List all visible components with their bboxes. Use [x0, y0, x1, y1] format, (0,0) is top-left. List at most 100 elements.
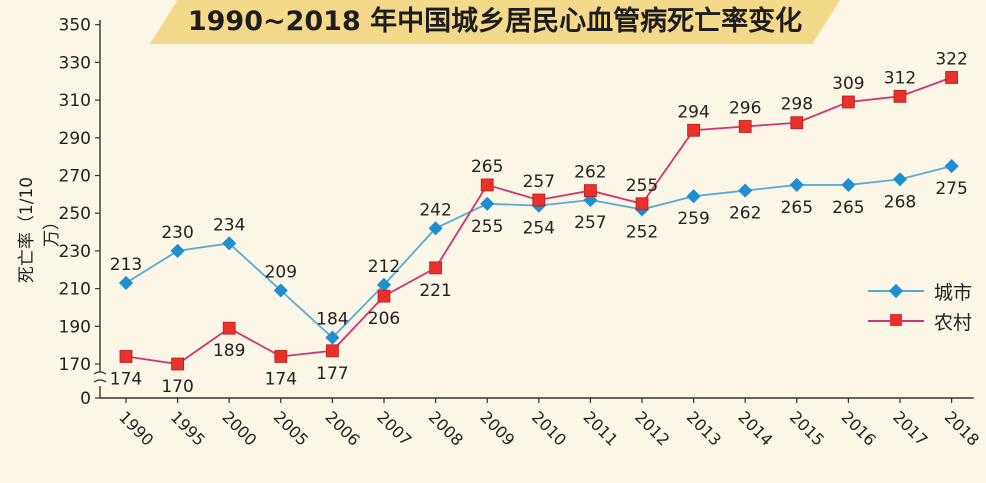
x-tick-label: 2009 [476, 407, 518, 449]
data-label: 296 [729, 98, 761, 118]
data-label: 294 [677, 102, 709, 122]
x-tick-label: 2006 [322, 407, 364, 449]
data-point-diamond [325, 330, 340, 345]
y-tick-label: 210 [59, 280, 91, 300]
x-tick-label: 2007 [373, 407, 415, 449]
legend-label-urban: 城市 [934, 282, 973, 304]
data-label: 255 [626, 176, 658, 196]
data-label: 275 [935, 179, 967, 199]
y-tick-label: 0 [80, 389, 91, 409]
x-tick-label: 2013 [683, 407, 725, 449]
data-point-diamond [376, 277, 392, 292]
data-label: 312 [884, 68, 916, 88]
data-label: 234 [213, 215, 245, 235]
data-point-diamond [789, 177, 804, 192]
x-tick-label: 2016 [838, 407, 880, 449]
data-point-square [790, 116, 804, 130]
legend-item-rural: 农村 [868, 308, 986, 338]
data-point-diamond [118, 275, 134, 291]
x-tick-label: 2018 [941, 407, 983, 449]
data-point-square [429, 261, 443, 275]
legend-label-rural: 农村 [934, 312, 973, 334]
data-point-diamond [892, 172, 908, 187]
data-label: 213 [110, 255, 142, 275]
data-point-diamond [738, 183, 753, 198]
data-point-diamond [841, 177, 856, 192]
data-point-diamond [428, 221, 443, 236]
y-axis-break-icon [93, 371, 107, 383]
data-label: 259 [677, 209, 709, 229]
y-tick-label: 250 [59, 204, 91, 224]
data-point-square [738, 120, 752, 133]
chart-title: 1990~2018 年中国城乡居民心血管病死亡率变化 [187, 6, 803, 37]
x-tick-label: 2005 [270, 407, 312, 449]
legend: 城市 农村 [868, 278, 986, 338]
data-label: 184 [316, 310, 348, 330]
data-label: 254 [523, 219, 555, 239]
data-label: 262 [574, 163, 606, 183]
data-label: 242 [419, 200, 451, 220]
data-point-diamond [944, 159, 959, 174]
data-point-square [119, 350, 133, 363]
data-label: 268 [884, 192, 916, 212]
data-point-diamond [480, 196, 495, 211]
data-point-diamond [222, 236, 237, 251]
data-point-square [222, 321, 236, 335]
data-label: 170 [161, 377, 193, 397]
y-tick-label: 350 [59, 16, 91, 36]
x-tick-label: 2010 [528, 407, 570, 449]
data-label: 265 [832, 198, 864, 218]
x-tick-label: 2000 [218, 407, 260, 449]
data-label: 252 [626, 222, 658, 242]
data-point-square [893, 89, 907, 103]
data-label: 265 [781, 198, 813, 218]
data-label: 298 [781, 95, 813, 115]
data-label: 206 [368, 309, 400, 329]
x-tick-label: 2012 [631, 407, 673, 449]
data-point-square [842, 95, 855, 109]
data-label: 212 [368, 257, 400, 277]
data-label: 209 [265, 262, 297, 282]
x-tick-label: 2011 [580, 407, 622, 449]
y-tick-label: 230 [59, 242, 91, 262]
square-marker-icon [890, 314, 902, 326]
data-label: 230 [161, 223, 193, 243]
data-label: 257 [523, 172, 555, 192]
data-label: 262 [729, 204, 761, 224]
y-tick-label: 170 [59, 355, 91, 375]
data-point-square [945, 71, 958, 84]
legend-item-urban: 城市 [868, 278, 986, 308]
data-point-square [532, 193, 546, 207]
data-point-diamond [273, 283, 288, 298]
x-tick-label: 2008 [425, 407, 467, 449]
data-point-square [377, 289, 391, 303]
title-banner [150, 0, 840, 44]
data-point-square [635, 197, 649, 211]
data-point-square [584, 184, 597, 197]
data-point-diamond [686, 189, 701, 204]
y-tick-label: 310 [59, 91, 91, 111]
x-tick-label: 2014 [734, 407, 776, 449]
data-point-square [480, 178, 494, 192]
y-tick-label: 290 [59, 129, 91, 149]
data-point-square [171, 357, 185, 371]
data-label: 309 [832, 74, 864, 94]
data-label: 255 [471, 217, 503, 237]
diamond-marker-icon [888, 283, 904, 299]
data-point-square [325, 344, 339, 358]
x-tick-label: 2015 [786, 407, 828, 449]
data-point-square [274, 350, 288, 363]
data-label: 322 [935, 49, 967, 69]
data-label: 177 [316, 364, 348, 384]
data-label: 257 [574, 213, 606, 233]
y-tick-label: 190 [59, 317, 91, 337]
data-label: 174 [265, 369, 297, 389]
data-label: 221 [419, 281, 451, 301]
x-tick-label: 1995 [167, 407, 209, 449]
data-label: 189 [213, 341, 245, 361]
data-point-diamond [170, 243, 185, 258]
data-point-square [687, 123, 700, 137]
y-tick-label: 270 [59, 167, 91, 187]
y-tick-label: 330 [59, 53, 91, 73]
